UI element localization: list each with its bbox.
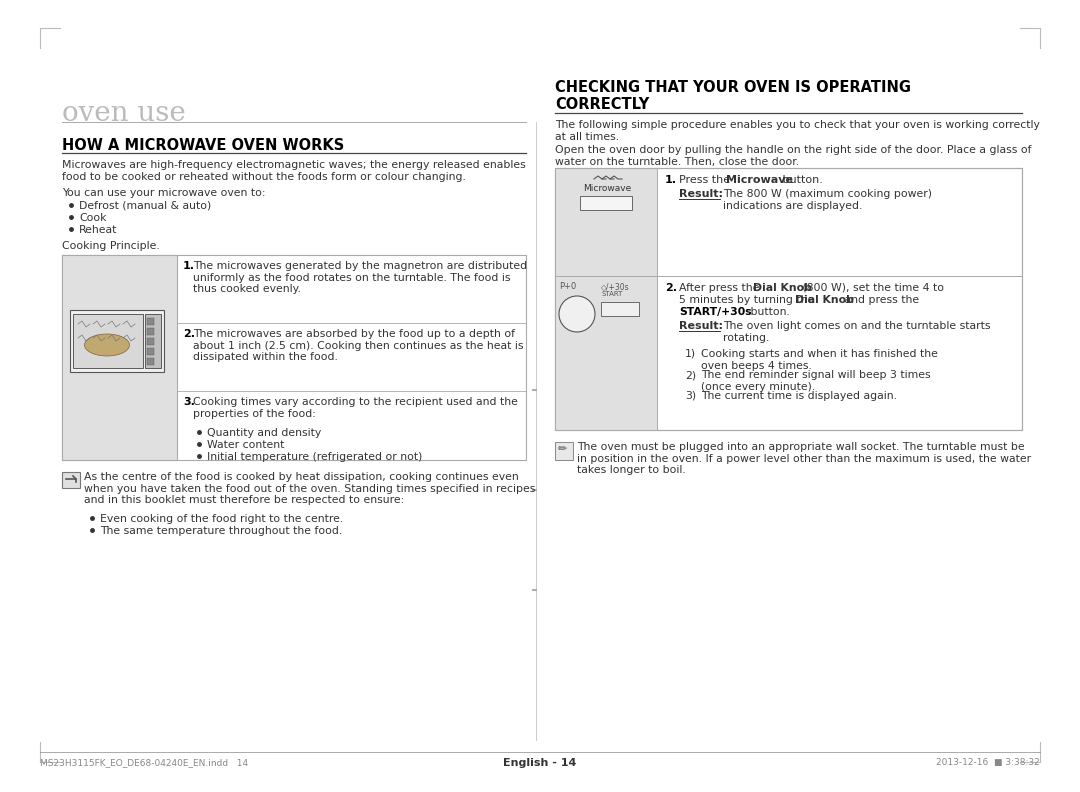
Text: P+0: P+0 xyxy=(559,282,577,291)
Text: The oven must be plugged into an appropriate wall socket. The turntable must be
: The oven must be plugged into an appropr… xyxy=(577,442,1031,475)
Text: Initial temperature (refrigerated or not): Initial temperature (refrigerated or not… xyxy=(207,452,422,462)
Text: 2.: 2. xyxy=(183,329,195,339)
FancyBboxPatch shape xyxy=(62,472,80,488)
Text: button.: button. xyxy=(779,175,823,185)
FancyBboxPatch shape xyxy=(145,314,161,368)
Text: Even cooking of the food right to the centre.: Even cooking of the food right to the ce… xyxy=(100,514,343,524)
Text: 1.: 1. xyxy=(665,175,677,185)
FancyBboxPatch shape xyxy=(555,168,657,276)
Text: 1): 1) xyxy=(685,349,697,359)
FancyBboxPatch shape xyxy=(62,255,177,460)
FancyBboxPatch shape xyxy=(580,196,632,210)
FancyBboxPatch shape xyxy=(555,442,573,460)
Text: START/+30s: START/+30s xyxy=(679,307,752,317)
Text: The end reminder signal will beep 3 times
(once every minute).: The end reminder signal will beep 3 time… xyxy=(701,370,931,391)
Text: MS23H3115FK_EO_DE68-04240E_EN.indd   14: MS23H3115FK_EO_DE68-04240E_EN.indd 14 xyxy=(40,758,248,767)
Text: The microwaves generated by the magnetron are distributed
uniformly as the food : The microwaves generated by the magnetro… xyxy=(193,261,527,294)
FancyBboxPatch shape xyxy=(70,310,164,372)
Text: 2): 2) xyxy=(685,370,697,380)
Text: START: START xyxy=(600,291,622,297)
Text: CORRECTLY: CORRECTLY xyxy=(555,97,649,112)
Text: The following simple procedure enables you to check that your oven is working co: The following simple procedure enables y… xyxy=(555,120,1040,142)
FancyBboxPatch shape xyxy=(147,318,154,325)
Text: Press the: Press the xyxy=(679,175,733,185)
Text: Microwaves are high-frequency electromagnetic waves; the energy released enables: Microwaves are high-frequency electromag… xyxy=(62,160,526,181)
FancyBboxPatch shape xyxy=(555,276,657,430)
Text: Microwave: Microwave xyxy=(583,184,631,193)
Text: The current time is displayed again.: The current time is displayed again. xyxy=(701,391,897,401)
Text: Cooking Principle.: Cooking Principle. xyxy=(62,241,160,251)
Text: 2.: 2. xyxy=(665,283,677,293)
Text: oven use: oven use xyxy=(62,100,186,127)
Text: CHECKING THAT YOUR OVEN IS OPERATING: CHECKING THAT YOUR OVEN IS OPERATING xyxy=(555,80,912,95)
Text: and press the: and press the xyxy=(841,295,919,305)
Text: Reheat: Reheat xyxy=(79,225,118,235)
Text: 2013-12-16  ■ 3:38:32: 2013-12-16 ■ 3:38:32 xyxy=(936,758,1040,767)
Text: Cooking times vary according to the recipient used and the
properties of the foo: Cooking times vary according to the reci… xyxy=(193,397,518,419)
Text: ✏: ✏ xyxy=(558,444,567,454)
FancyBboxPatch shape xyxy=(600,302,639,316)
Text: ◇/+30s: ◇/+30s xyxy=(600,282,630,291)
Text: Microwave: Microwave xyxy=(726,175,793,185)
FancyBboxPatch shape xyxy=(62,255,526,460)
Text: HOW A MICROWAVE OVEN WORKS: HOW A MICROWAVE OVEN WORKS xyxy=(62,138,345,153)
Text: Result:: Result: xyxy=(679,321,723,331)
Text: Dial Knob: Dial Knob xyxy=(795,295,854,305)
Text: Open the oven door by pulling the handle on the right side of the door. Place a : Open the oven door by pulling the handle… xyxy=(555,145,1031,166)
Text: Water content: Water content xyxy=(207,440,284,450)
Text: Defrost (manual & auto): Defrost (manual & auto) xyxy=(79,201,212,211)
Text: button.: button. xyxy=(747,307,789,317)
FancyBboxPatch shape xyxy=(555,168,1022,430)
Text: Quantity and density: Quantity and density xyxy=(207,428,321,438)
Text: Cooking starts and when it has finished the
oven beeps 4 times.: Cooking starts and when it has finished … xyxy=(701,349,937,371)
FancyBboxPatch shape xyxy=(147,328,154,335)
FancyBboxPatch shape xyxy=(73,314,143,368)
Text: 3): 3) xyxy=(685,391,697,401)
Ellipse shape xyxy=(84,334,130,356)
Text: 3.: 3. xyxy=(183,397,194,407)
Text: You can use your microwave oven to:: You can use your microwave oven to: xyxy=(62,188,266,198)
Text: Dial Knob: Dial Knob xyxy=(753,283,812,293)
Text: (800 W), set the time 4 to: (800 W), set the time 4 to xyxy=(799,283,944,293)
Text: 5 minutes by turning the: 5 minutes by turning the xyxy=(679,295,818,305)
Circle shape xyxy=(559,296,595,332)
Text: English - 14: English - 14 xyxy=(503,758,577,768)
Text: The 800 W (maximum cooking power)
indications are displayed.: The 800 W (maximum cooking power) indica… xyxy=(723,189,932,211)
FancyBboxPatch shape xyxy=(147,358,154,365)
Text: Cook: Cook xyxy=(79,213,107,223)
FancyBboxPatch shape xyxy=(147,348,154,355)
Text: The microwaves are absorbed by the food up to a depth of
about 1 inch (2.5 cm). : The microwaves are absorbed by the food … xyxy=(193,329,524,362)
Text: As the centre of the food is cooked by heat dissipation, cooking continues even
: As the centre of the food is cooked by h… xyxy=(84,472,536,505)
FancyBboxPatch shape xyxy=(147,338,154,345)
Text: The oven light comes on and the turntable starts
rotating.: The oven light comes on and the turntabl… xyxy=(723,321,990,343)
Text: Result:: Result: xyxy=(679,189,723,199)
Text: The same temperature throughout the food.: The same temperature throughout the food… xyxy=(100,526,342,536)
Text: After press the: After press the xyxy=(679,283,762,293)
Text: 1.: 1. xyxy=(183,261,195,271)
